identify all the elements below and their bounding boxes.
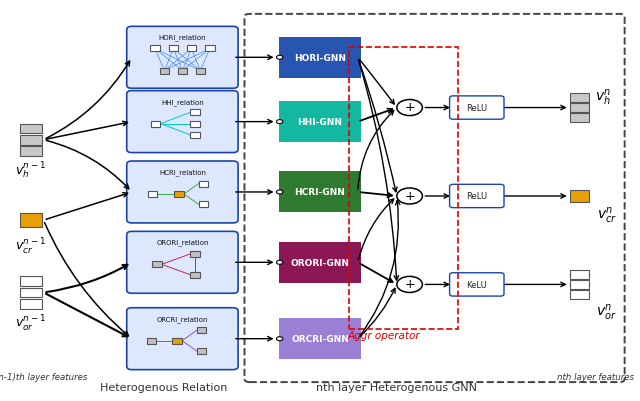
Bar xyxy=(177,68,187,74)
FancyBboxPatch shape xyxy=(127,232,238,294)
Bar xyxy=(20,288,42,298)
Text: Heterogenous Relation: Heterogenous Relation xyxy=(99,382,227,392)
Circle shape xyxy=(397,100,422,116)
Bar xyxy=(196,68,205,74)
Text: HCRI_relation: HCRI_relation xyxy=(159,169,206,176)
Text: HORI_relation: HORI_relation xyxy=(159,34,206,41)
Text: ORCRI_relation: ORCRI_relation xyxy=(157,315,208,322)
FancyBboxPatch shape xyxy=(279,242,361,283)
Bar xyxy=(152,262,161,268)
Text: HCRI-GNN: HCRI-GNN xyxy=(294,188,346,197)
Bar xyxy=(349,48,458,329)
Circle shape xyxy=(397,277,422,293)
Bar xyxy=(570,104,589,113)
Circle shape xyxy=(276,261,283,265)
Bar xyxy=(187,46,196,52)
FancyBboxPatch shape xyxy=(279,102,361,143)
FancyBboxPatch shape xyxy=(127,27,238,89)
FancyBboxPatch shape xyxy=(279,172,361,213)
Bar xyxy=(198,181,209,187)
Text: $v_h^n$: $v_h^n$ xyxy=(595,88,612,108)
Text: +: + xyxy=(404,189,415,202)
Text: ReLU: ReLU xyxy=(466,104,488,113)
Text: HORI-GNN: HORI-GNN xyxy=(294,54,346,63)
Bar xyxy=(190,110,200,116)
Text: $v_{cr}^{n-1}$: $v_{cr}^{n-1}$ xyxy=(15,237,46,257)
Text: KeLU: KeLU xyxy=(467,280,487,289)
Bar xyxy=(570,290,589,299)
Bar xyxy=(150,121,160,128)
Text: $v_{or}^n$: $v_{or}^n$ xyxy=(596,302,617,322)
Bar xyxy=(570,94,589,103)
Text: HHI_relation: HHI_relation xyxy=(161,99,204,105)
Circle shape xyxy=(276,56,283,60)
Circle shape xyxy=(276,190,283,194)
FancyBboxPatch shape xyxy=(127,162,238,223)
Text: Aggr operator: Aggr operator xyxy=(348,330,420,340)
Bar xyxy=(570,190,589,203)
Bar xyxy=(174,191,184,197)
Bar xyxy=(205,46,214,52)
Circle shape xyxy=(276,120,283,124)
FancyBboxPatch shape xyxy=(450,97,504,120)
Text: ORORI-GNN: ORORI-GNN xyxy=(291,258,349,267)
Bar xyxy=(196,348,206,354)
Text: +: + xyxy=(404,277,415,290)
Bar xyxy=(196,327,206,334)
Circle shape xyxy=(276,337,283,341)
Bar xyxy=(570,270,589,279)
Bar xyxy=(20,277,42,286)
Bar xyxy=(147,191,157,197)
Text: ORORI_relation: ORORI_relation xyxy=(156,239,209,246)
Text: $v_{cr}^n$: $v_{cr}^n$ xyxy=(596,206,617,226)
Bar xyxy=(20,214,42,227)
FancyBboxPatch shape xyxy=(279,38,361,79)
Text: $v_h^{n-1}$: $v_h^{n-1}$ xyxy=(15,160,46,180)
Text: (n-1)th layer features: (n-1)th layer features xyxy=(0,373,88,381)
Bar xyxy=(150,46,160,52)
Text: ORCRI-GNN: ORCRI-GNN xyxy=(291,334,349,343)
FancyBboxPatch shape xyxy=(279,318,361,359)
Text: HHI-GNN: HHI-GNN xyxy=(298,118,342,127)
Bar xyxy=(20,147,42,156)
Bar xyxy=(159,68,169,74)
Text: $v_{or}^{n-1}$: $v_{or}^{n-1}$ xyxy=(15,313,46,333)
Text: +: + xyxy=(404,101,415,114)
FancyBboxPatch shape xyxy=(127,308,238,370)
Text: ReLU: ReLU xyxy=(466,192,488,201)
FancyBboxPatch shape xyxy=(450,273,504,296)
Bar xyxy=(570,280,589,289)
Bar xyxy=(169,46,178,52)
FancyBboxPatch shape xyxy=(450,185,504,208)
Text: nth layer Heterogenous GNN: nth layer Heterogenous GNN xyxy=(316,382,477,392)
Bar xyxy=(190,132,200,139)
Bar xyxy=(147,338,156,344)
Bar xyxy=(198,202,209,208)
Bar xyxy=(20,136,42,145)
Text: nth layer features: nth layer features xyxy=(557,373,634,381)
Bar xyxy=(190,272,200,278)
Bar xyxy=(190,251,200,257)
FancyBboxPatch shape xyxy=(127,91,238,153)
Bar xyxy=(570,114,589,123)
Circle shape xyxy=(397,188,422,205)
Bar xyxy=(20,299,42,309)
Bar xyxy=(190,121,200,128)
Bar xyxy=(172,338,182,344)
Bar xyxy=(20,124,42,134)
